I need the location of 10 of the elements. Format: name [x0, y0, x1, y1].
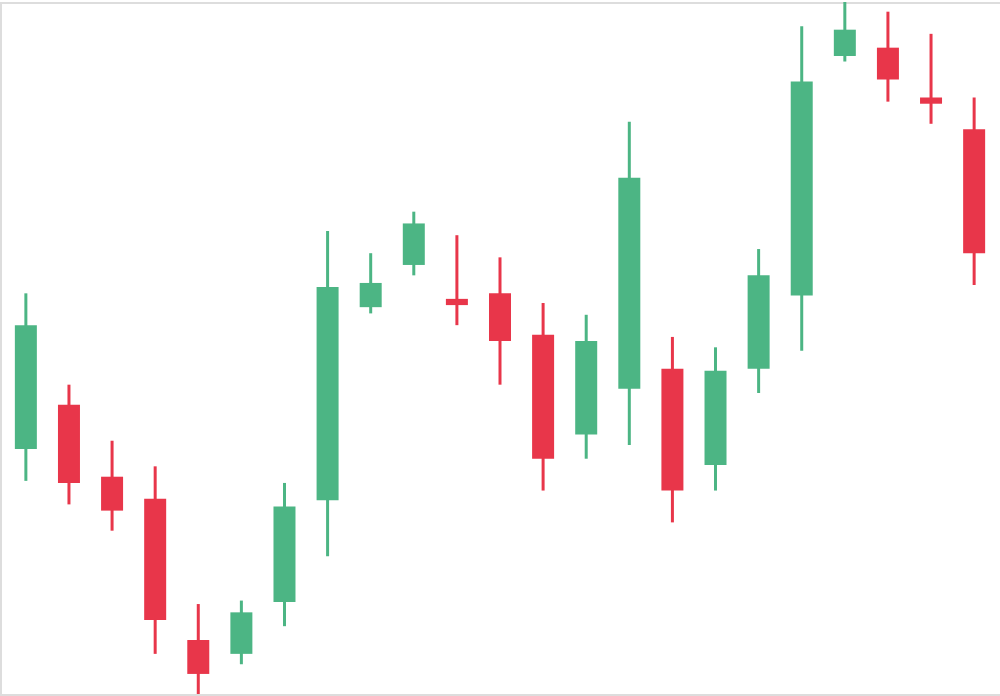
candlestick — [359, 251, 382, 315]
candlestick — [101, 439, 124, 533]
candlestick — [445, 233, 468, 327]
candlestick — [402, 210, 425, 277]
candlestick — [876, 10, 899, 104]
candlestick — [920, 32, 943, 126]
candlestick — [833, 0, 856, 64]
candlestick — [489, 255, 511, 387]
candlestick — [187, 602, 210, 696]
candlestick — [230, 599, 253, 666]
